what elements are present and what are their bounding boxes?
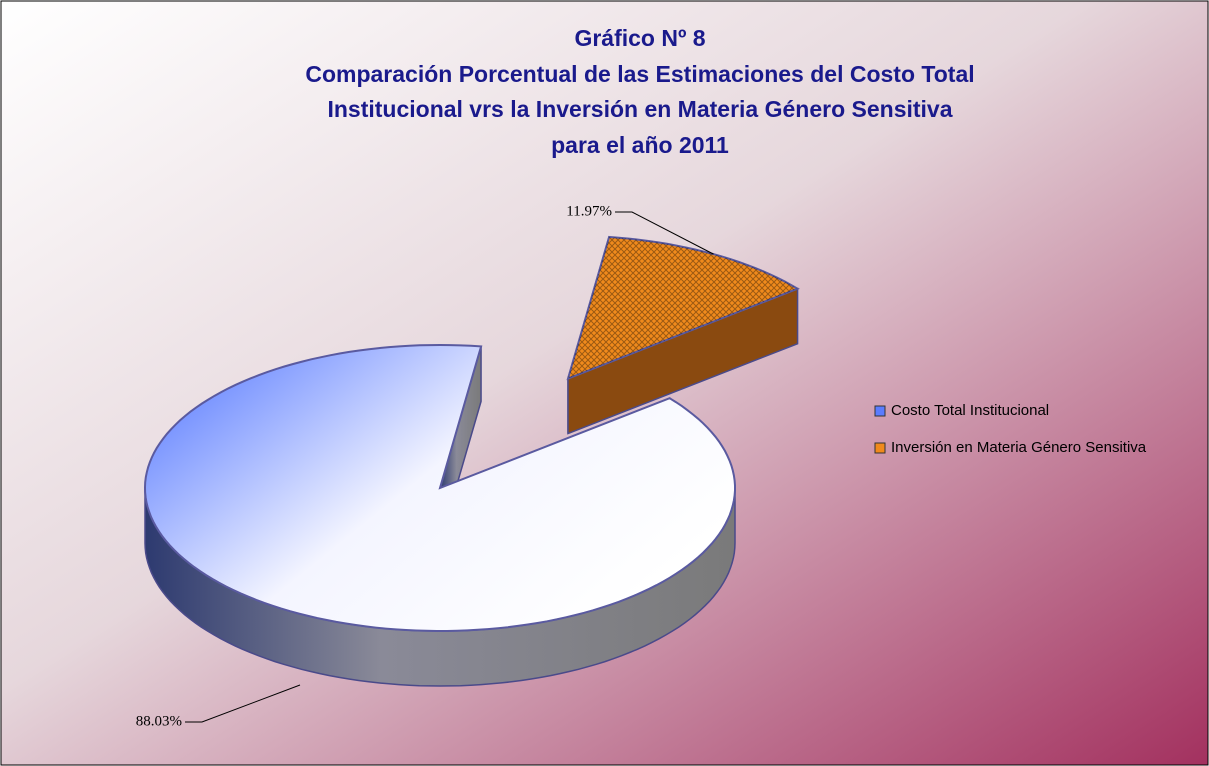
leader-line	[615, 211, 714, 255]
legend-swatch	[874, 442, 886, 454]
slice	[143, 343, 736, 632]
chart-title: Gráfico Nº 8	[574, 25, 705, 51]
chart-title: para el año 2011	[551, 132, 729, 158]
data-label: 88.03%	[136, 713, 182, 729]
pie	[143, 235, 800, 687]
chart-title: Comparación Porcentual de las Estimacion…	[305, 61, 974, 87]
chart-title: Institucional vrs la Inversión en Materi…	[327, 96, 952, 122]
legend-label: Inversión en Materia Género Sensitiva	[891, 439, 1147, 456]
slice	[568, 236, 798, 379]
leader-line	[185, 684, 301, 723]
legend-label: Costo Total Institucional	[891, 402, 1049, 419]
labels: 88.03% 11.97% Costo Total Institucional Inv…	[136, 203, 1147, 729]
data-label: 11.97%	[566, 203, 612, 219]
legend-swatch	[874, 405, 886, 417]
